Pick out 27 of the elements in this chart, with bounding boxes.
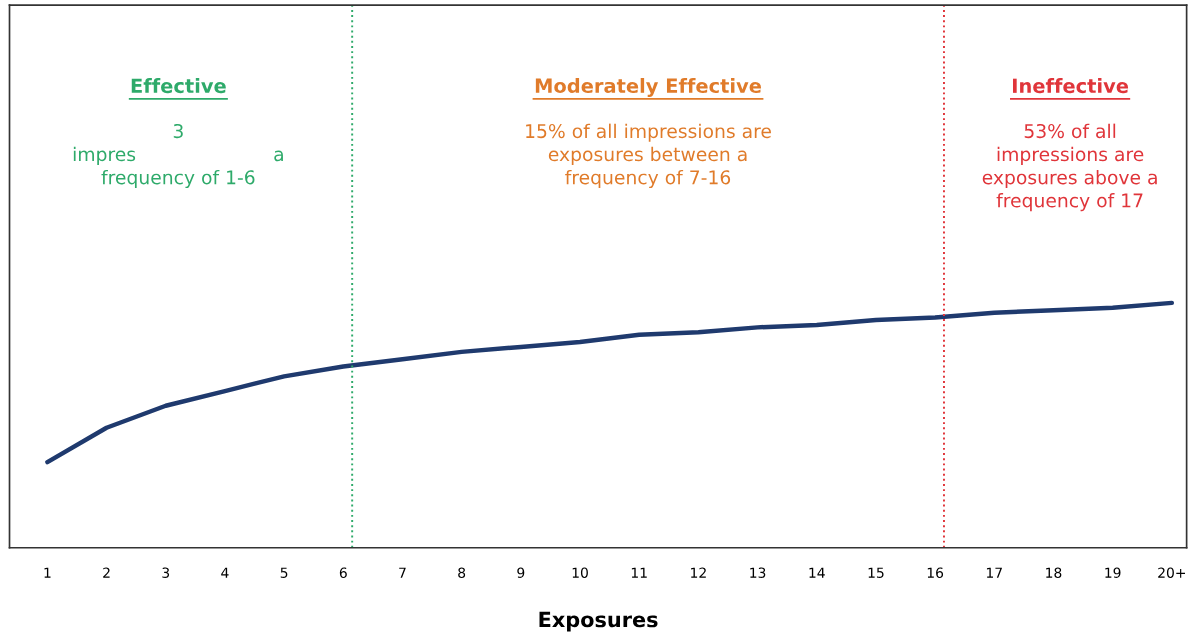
x-axis-title: Exposures [539, 611, 658, 632]
text: 15% of all impressions are exposures between a frequency of 7-16 [526, 123, 771, 189]
x-tick-label: 20+ [1158, 567, 1186, 578]
x-tick-label: 1 [44, 567, 51, 578]
x-tick-label: 6 [339, 567, 347, 578]
x-tick-label: 2 [103, 567, 110, 578]
text: Ineffective [1013, 78, 1129, 94]
text: 53% of all impressions are exposures above a frequency of 17 [982, 123, 1157, 212]
text: 3 impres a frequency of 1-6 [73, 123, 283, 189]
x-tick-label: 3 [162, 567, 170, 578]
x-tick-label: 7 [399, 567, 406, 578]
x-tick-label: 12 [691, 567, 706, 578]
text: Effective [131, 78, 226, 94]
x-tick-label: 15 [868, 567, 884, 578]
x-tick-label: 11 [631, 567, 647, 578]
x-tick-label: 16 [927, 567, 944, 578]
x-tick-label: 5 [280, 567, 288, 578]
x-tick-label: 8 [458, 567, 466, 578]
x-tick-label: 14 [809, 567, 825, 578]
x-tick-label: 4 [221, 567, 229, 578]
x-tick-label: 17 [986, 567, 1002, 578]
x-tick-label: 10 [572, 567, 588, 578]
x-tick-label: 9 [517, 567, 525, 578]
x-tick-label: 19 [1105, 567, 1121, 578]
x-tick-label: 13 [750, 567, 766, 578]
text: Moderately Effective [535, 78, 761, 97]
x-tick-label: 18 [1046, 567, 1062, 578]
